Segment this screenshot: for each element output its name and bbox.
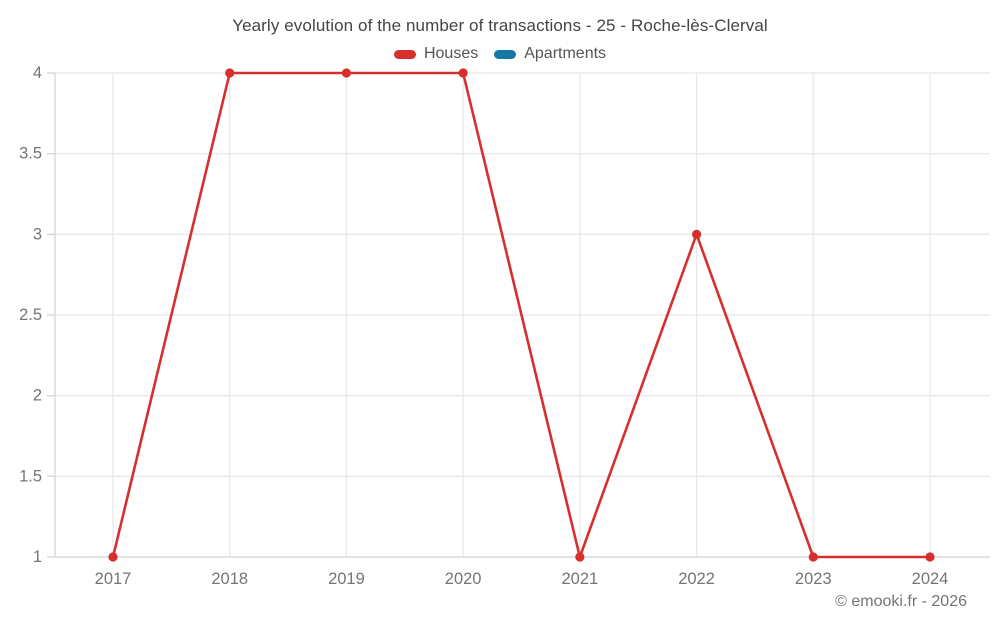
houses-series-swatch-icon — [393, 49, 416, 59]
x-tick-label: 2019 — [328, 570, 365, 588]
houses-data-point[interactable] — [458, 68, 468, 78]
houses-data-point[interactable] — [808, 552, 818, 562]
y-tick-label: 3.5 — [19, 145, 42, 163]
chart-title: Yearly evolution of the number of transa… — [232, 16, 768, 35]
y-tick-label: 1 — [33, 548, 42, 566]
legend: Houses Apartments — [0, 45, 1000, 63]
y-tick-label: 3 — [33, 225, 42, 243]
x-tick-label: 2018 — [211, 570, 248, 588]
y-tick-label: 2.5 — [19, 306, 42, 324]
houses-data-point[interactable] — [108, 552, 118, 562]
houses-data-point[interactable] — [225, 68, 235, 78]
houses-data-point[interactable] — [925, 552, 935, 562]
legend-item-houses[interactable]: Houses — [393, 45, 479, 63]
houses-series-line — [111, 71, 932, 559]
y-tick-label: 4 — [33, 64, 42, 82]
x-tick-label: 2023 — [795, 570, 832, 588]
houses-data-point[interactable] — [691, 229, 702, 239]
houses-data-point[interactable] — [341, 68, 352, 78]
legend-item-apartments[interactable]: Apartments — [494, 45, 606, 63]
x-tick-label: 2022 — [678, 570, 715, 588]
apartments-series-swatch-icon — [494, 49, 517, 59]
y-tick-label: 1.5 — [19, 467, 42, 485]
y-tick-label: 2 — [33, 387, 42, 405]
x-tick-label: 2020 — [445, 570, 482, 588]
legend-label-apartments: Apartments — [524, 45, 607, 62]
x-tick-label: 2021 — [561, 570, 598, 588]
copyright-text: © emooki.fr - 2026 — [835, 593, 967, 610]
x-tick-label: 2024 — [912, 570, 949, 588]
legend-label-houses: Houses — [423, 45, 479, 62]
x-tick-label: 2017 — [95, 570, 132, 588]
houses-data-point[interactable] — [575, 552, 585, 562]
